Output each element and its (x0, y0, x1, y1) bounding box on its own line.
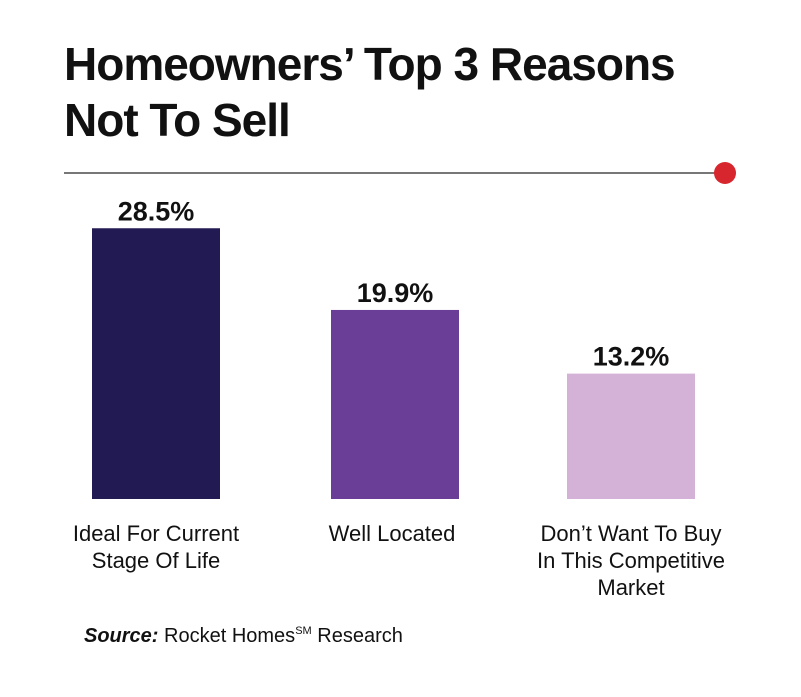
service-mark: SM (295, 625, 312, 637)
source-note: Source: Rocket HomesSM Research (84, 625, 403, 648)
bar-chart: 28.5% 19.9% 13.2% (92, 196, 695, 499)
bar-value-label-2: 19.9% (357, 278, 434, 308)
category-label-3-line-2: In This Competitive (537, 548, 725, 573)
category-label-3-line-1: Don’t Want To Buy (540, 521, 722, 546)
chart-title-line-2: Not To Sell (64, 94, 291, 146)
title-divider (64, 172, 726, 174)
source-name: Rocket Homes (164, 625, 296, 647)
category-label-2-line-1: Well Located (328, 521, 456, 546)
bar-3 (567, 373, 695, 499)
chart-title: Homeowners’ Top 3 Reasons Not To Sell (64, 36, 764, 148)
category-label-1-line-2: Stage Of Life (91, 548, 221, 573)
bar-2 (331, 309, 459, 499)
bar-value-label-1: 28.5% (118, 196, 195, 226)
category-label-3-line-3: Market (597, 575, 665, 600)
category-label-1: Ideal For Current Stage Of Life (41, 520, 271, 574)
category-label-1-line-1: Ideal For Current (72, 521, 240, 546)
bar-1 (92, 228, 220, 499)
chart-title-line-1: Homeowners’ Top 3 Reasons (64, 38, 676, 90)
category-label-2: Well Located (277, 520, 507, 547)
category-label-3: Don’t Want To Buy In This Competitive Mark… (516, 520, 746, 601)
source-suffix: Research (317, 625, 403, 647)
bar-value-label-3: 13.2% (593, 342, 670, 372)
source-label: Source: (84, 625, 159, 647)
divider-accent-dot (714, 162, 736, 184)
